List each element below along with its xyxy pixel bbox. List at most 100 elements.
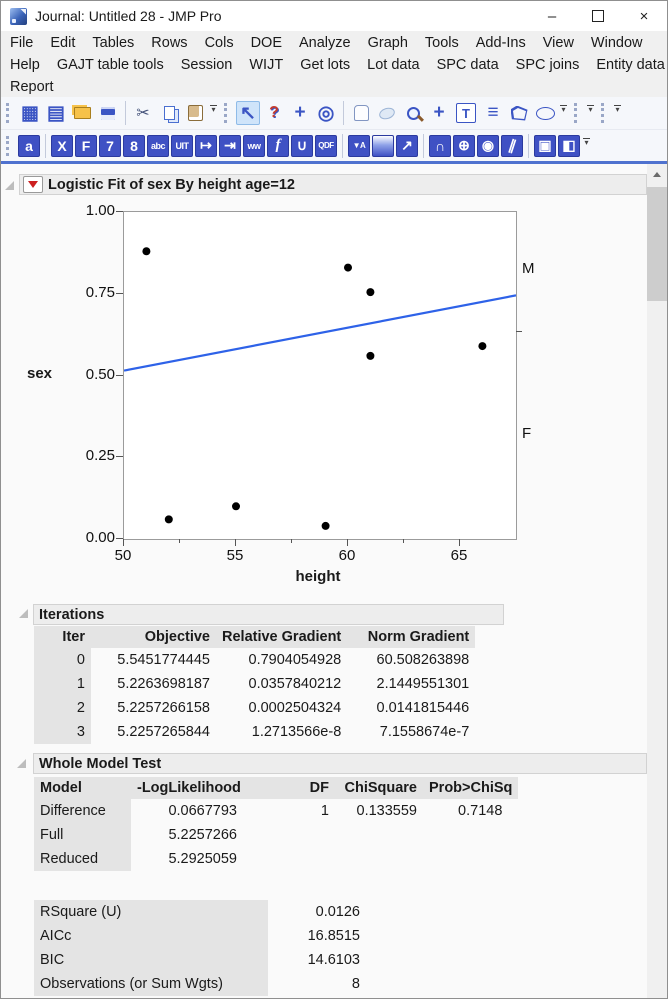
toolbar-overflow-button[interactable]: ▾ <box>587 105 594 114</box>
disclosure-triangle-iterations[interactable] <box>19 609 28 618</box>
line-annotate-tool-icon[interactable]: ≡ <box>487 102 499 123</box>
menu-item-edit[interactable]: Edit <box>50 35 76 51</box>
title-bar[interactable]: Journal: Untitled 28 - JMP Pro – × <box>1 1 667 31</box>
menu-item-add-ins[interactable]: Add-Ins <box>475 35 526 51</box>
paste-icon[interactable] <box>183 101 207 125</box>
data-point[interactable] <box>164 515 173 524</box>
eight-tool-icon[interactable]: 8 <box>123 134 145 157</box>
data-point[interactable] <box>366 351 375 360</box>
toolbar-grip[interactable] <box>601 103 607 123</box>
f-tool-icon[interactable]: F <box>75 134 97 157</box>
menu-item-help[interactable]: Help <box>10 57 40 73</box>
logistic-plot[interactable] <box>123 211 517 540</box>
cup-icon[interactable]: ∪ <box>291 134 313 157</box>
y-axis-label: sex <box>27 364 53 382</box>
selection-tool-icon[interactable]: + <box>294 102 306 123</box>
save-icon[interactable] <box>96 101 120 125</box>
toolbar-grip[interactable] <box>6 103 12 123</box>
data-point[interactable] <box>321 521 330 530</box>
data-filter-icon[interactable]: ▼A <box>348 134 370 157</box>
oval-tool-icon[interactable] <box>533 101 557 125</box>
table-cell: 5.2257266158 <box>117 700 210 716</box>
toolbar-overflow-button[interactable]: ▾ <box>583 137 590 147</box>
data-point[interactable] <box>142 247 151 256</box>
uit-icon[interactable]: UIT <box>171 134 193 157</box>
x-tick-mark <box>459 539 460 546</box>
menu-item-entity-data[interactable]: Entity data <box>596 57 665 73</box>
data-point[interactable] <box>478 342 487 351</box>
disclosure-triangle-main[interactable] <box>5 181 14 190</box>
normal-curve-icon[interactable]: ∩ <box>429 134 451 157</box>
menu-item-file[interactable]: File <box>10 35 34 51</box>
menu-item-window[interactable]: Window <box>590 35 643 51</box>
menu-item-tables[interactable]: Tables <box>92 35 135 51</box>
chart-frame-icon[interactable]: ▣ <box>534 134 556 157</box>
abc-strike-icon[interactable]: abc <box>147 134 169 157</box>
menu-item-view[interactable]: View <box>542 35 574 51</box>
report-title: Logistic Fit of sex By height age=12 <box>48 176 295 193</box>
pointer-tool-icon[interactable]: ↖ <box>236 101 260 125</box>
new-data-table-icon[interactable]: ▦ <box>21 102 39 124</box>
scroll-up-arrow-icon[interactable] <box>647 167 667 181</box>
scrollbar-thumb[interactable] <box>647 187 667 301</box>
menu-item-spc-data[interactable]: SPC data <box>436 57 499 73</box>
minimize-button[interactable]: – <box>547 7 557 25</box>
cut-icon[interactable]: ✂ <box>136 105 150 122</box>
data-point[interactable] <box>344 263 352 272</box>
qdf-icon[interactable]: QDF <box>315 134 337 157</box>
close-button[interactable]: × <box>639 7 649 25</box>
polygon-tool-icon[interactable] <box>507 101 531 125</box>
menu-item-report[interactable]: Report <box>10 79 54 95</box>
grid-arrow-icon[interactable]: ↗ <box>396 134 418 157</box>
data-point[interactable] <box>366 288 375 297</box>
half-shade-icon[interactable]: ◧ <box>558 134 580 157</box>
menu-item-graph[interactable]: Graph <box>367 35 408 51</box>
arrow-to-bar-icon[interactable]: ↦ <box>195 134 217 157</box>
toolbar-grip[interactable] <box>574 103 580 123</box>
menu-item-gajt-table-tools[interactable]: GAJT table tools <box>56 57 164 73</box>
circle-in-square-icon[interactable]: ◉ <box>477 134 499 157</box>
toolbar-overflow-button[interactable]: ▾ <box>614 105 621 114</box>
maximize-button[interactable] <box>575 1 621 31</box>
grabber-hand-tool-icon[interactable] <box>349 101 373 125</box>
bullseye-tool-icon[interactable]: ◎ <box>317 102 335 124</box>
arrow-to-dbl-bar-icon[interactable]: ⇥ <box>219 134 241 157</box>
magnifier-tool-icon[interactable] <box>401 101 425 125</box>
lasso-tool-icon[interactable] <box>375 101 399 125</box>
toolbar-separator <box>343 101 344 125</box>
open-icon[interactable] <box>70 101 94 125</box>
table-cell: Full <box>34 823 131 847</box>
mesh-globe-icon[interactable]: ⊕ <box>453 134 475 157</box>
copy-icon[interactable] <box>157 101 181 125</box>
data-point[interactable] <box>232 502 240 511</box>
toolbar-grip[interactable] <box>224 103 230 123</box>
journal-a-icon[interactable]: a <box>18 134 40 157</box>
menu-item-analyze[interactable]: Analyze <box>299 35 351 51</box>
menu-item-cols[interactable]: Cols <box>204 35 234 51</box>
menu-item-doe[interactable]: DOE <box>250 35 282 51</box>
menu-item-session[interactable]: Session <box>180 57 233 73</box>
menu-item-rows[interactable]: Rows <box>151 35 188 51</box>
menu-item-wijt[interactable]: WIJT <box>249 57 284 73</box>
function-f-icon[interactable]: f <box>267 134 289 157</box>
vertical-scrollbar[interactable] <box>647 164 667 998</box>
table-cell: 3 <box>34 720 91 744</box>
red-triangle-menu-button[interactable] <box>23 176 43 193</box>
menu-item-tools[interactable]: Tools <box>424 35 459 51</box>
new-journal-icon[interactable]: ▤ <box>47 102 65 124</box>
menu-item-get-lots[interactable]: Get lots <box>300 57 351 73</box>
text-annotate-tool-icon[interactable]: T <box>456 103 476 123</box>
gradient-square-icon[interactable] <box>372 134 394 157</box>
toolbar-grip[interactable] <box>6 135 12 156</box>
menu-item-spc-joins[interactable]: SPC joins <box>515 57 580 73</box>
diagonal-lines-icon[interactable]: ∥ <box>501 134 523 157</box>
crosshair-tool-icon[interactable]: + <box>433 102 445 123</box>
help-tool-icon[interactable]: ? <box>269 104 279 121</box>
x-tool-icon[interactable]: X <box>51 134 73 157</box>
menu-item-lot-data[interactable]: Lot data <box>367 57 420 73</box>
disclosure-triangle-whole-model[interactable] <box>17 759 26 768</box>
ww-icon[interactable]: ww <box>243 134 265 157</box>
toolbar-overflow-button[interactable]: ▾ <box>210 105 217 114</box>
seven-tool-icon[interactable]: 7 <box>99 134 121 157</box>
toolbar-overflow-button[interactable]: ▾ <box>560 105 567 114</box>
